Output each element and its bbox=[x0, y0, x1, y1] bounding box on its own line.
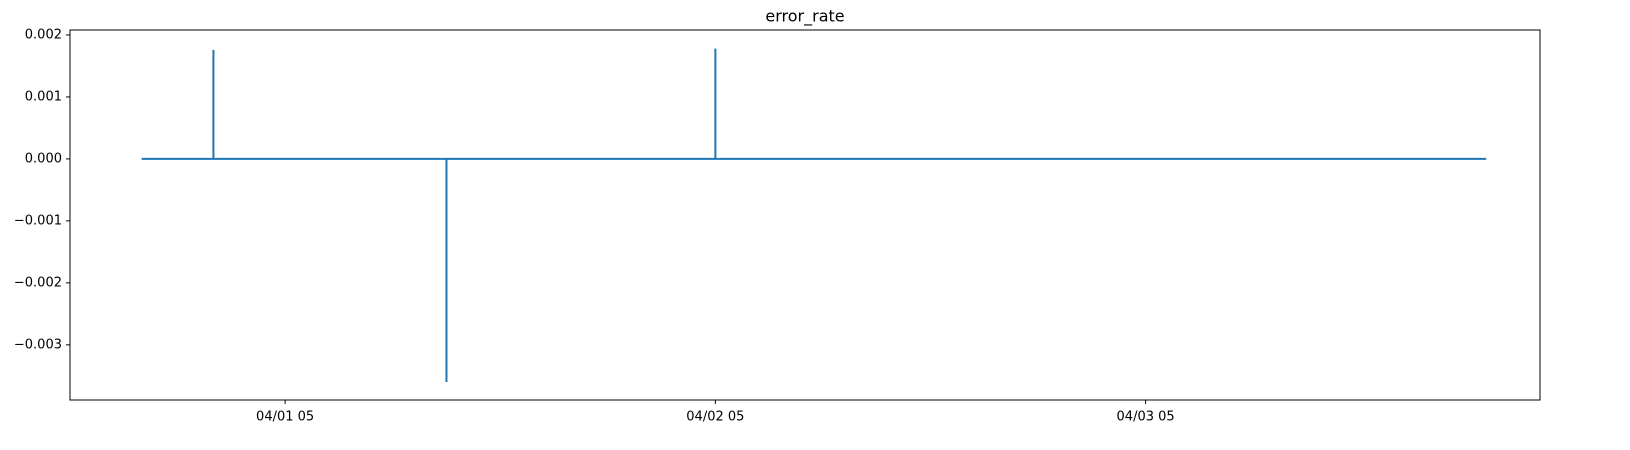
plot-frame bbox=[69, 29, 1541, 401]
y-tick-label: −0.001 bbox=[14, 213, 62, 228]
series-line bbox=[141, 48, 1487, 383]
x-tick-label: 04/02 05 bbox=[686, 410, 744, 425]
y-tick-label: 0.002 bbox=[25, 27, 62, 42]
x-tick-label: 04/01 05 bbox=[256, 410, 314, 425]
chart-title: error_rate bbox=[765, 7, 844, 27]
y-tick-label: −0.002 bbox=[14, 275, 62, 290]
y-tick-label: 0.001 bbox=[25, 89, 62, 104]
y-tick-label: −0.003 bbox=[14, 337, 62, 352]
y-tick-label: 0.000 bbox=[25, 151, 62, 166]
x-tick-label: 04/03 05 bbox=[1117, 410, 1175, 425]
